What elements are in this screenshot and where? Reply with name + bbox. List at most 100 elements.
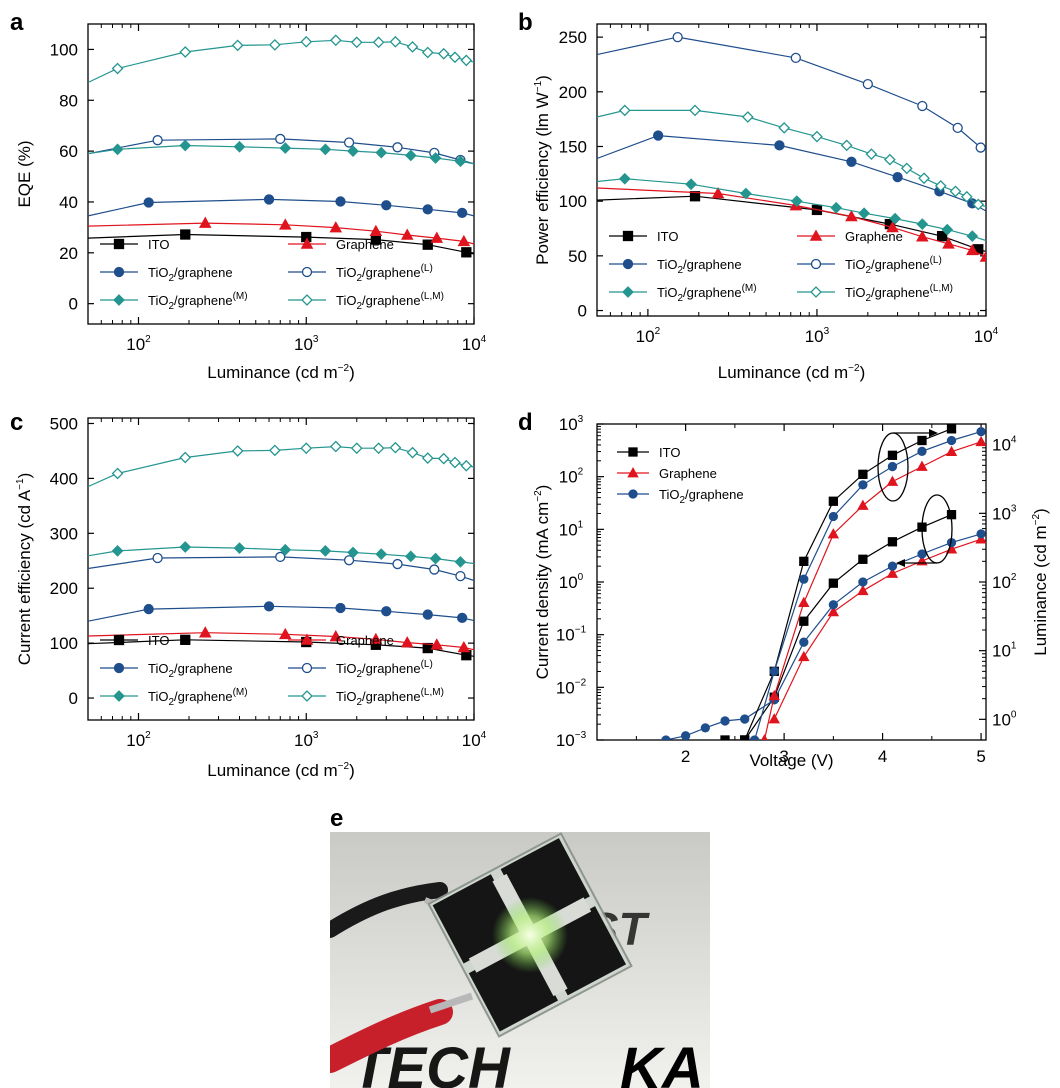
data-point-TiO2_graphene_LM <box>179 46 192 58</box>
y-tick-label: 150 <box>559 137 587 156</box>
data-point-TiO2_graphene_LM <box>437 47 450 60</box>
data-point-TiO2_graphene_LM <box>350 36 363 49</box>
data-point-TiO2_graphene_M <box>319 143 332 156</box>
data-point-Graphene <box>975 435 986 447</box>
data-point-Graphene <box>198 626 212 638</box>
data-point-TiO2_graphene_LM <box>268 38 281 51</box>
plot-frame <box>596 423 987 741</box>
y-tick-label: 200 <box>50 579 78 598</box>
series-line-ITO <box>88 233 474 255</box>
data-point-Graphene <box>430 638 444 650</box>
data-point-TiO2_graphene_L <box>455 570 466 582</box>
series-line-Graphene-right <box>763 441 982 740</box>
data-point-TiO2_graphene_L <box>975 142 986 153</box>
data-point-ITO <box>180 634 191 645</box>
data-point-TiO2_graphene_LM <box>231 39 244 52</box>
data-point-TiO2_graphene_LM <box>406 446 419 459</box>
series-line-TiO2_graphene <box>597 134 986 212</box>
data-point-TiO2_graphene <box>976 529 986 539</box>
series-line-TiO2_graphene_LM <box>88 39 474 84</box>
data-point-TiO2_graphene_M <box>916 218 929 231</box>
panel-c: 0 100 200 300 400 500 102 103 104 ITO Graphene TiO2… <box>10 409 487 780</box>
y-right-tick-label: 100 <box>992 709 1017 729</box>
data-point-TiO2_graphene_LM <box>437 452 450 465</box>
legend-swatch-marker <box>301 690 313 702</box>
y-tick-label: 100 <box>50 40 78 59</box>
x-tick-label: 4 <box>878 747 887 766</box>
y-right-tick-label: 104 <box>992 435 1017 455</box>
y-tick-label: 0 <box>69 689 78 708</box>
data-point-ITO <box>689 191 701 202</box>
y-tick-label: 0 <box>69 295 78 314</box>
legend: ITO Graphene TiO2/graphene TiO2/graphene(L)… <box>609 229 953 304</box>
legend-label: TiO2/graphene(L) <box>336 659 433 680</box>
data-point-TiO2_graphene_L <box>392 142 403 153</box>
panel-letter: c <box>10 409 23 436</box>
data-point-ITO <box>917 435 927 446</box>
data-point-ITO <box>180 229 191 240</box>
legend-swatch-marker <box>301 662 313 674</box>
series-line-Graphene-left <box>773 538 982 720</box>
data-point-Graphene <box>279 218 292 230</box>
data-point-TiO2_graphene <box>381 200 392 211</box>
data-point-TiO2_graphene_LM <box>865 148 878 161</box>
y-tick-label: 300 <box>50 524 78 543</box>
legend-label: Graphene <box>336 237 394 252</box>
data-point-TiO2_graphene_LM <box>350 442 363 455</box>
data-point-TiO2_graphene_LM <box>406 41 419 53</box>
data-point-TiO2_graphene_M <box>889 212 901 225</box>
legend-swatch-marker <box>810 258 822 270</box>
series-group <box>597 31 986 262</box>
data-point-TiO2_graphene_L <box>343 555 355 566</box>
data-point-ITO <box>828 578 839 588</box>
legend-swatch-marker <box>622 258 634 270</box>
data-point-TiO2_graphene <box>263 194 275 205</box>
data-point-ITO <box>858 554 868 564</box>
data-point-TiO2_graphene_L <box>672 31 683 43</box>
data-point-TiO2_graphene <box>422 609 433 620</box>
data-point-TiO2_graphene <box>799 637 809 647</box>
data-point-Graphene <box>827 606 840 617</box>
data-point-ITO <box>828 496 839 506</box>
data-point-TiO2_graphene_LM <box>949 185 962 198</box>
data-point-Graphene <box>886 567 899 578</box>
emission-glow <box>492 897 568 973</box>
data-point-TiO2_graphene <box>887 561 898 571</box>
data-point-TiO2_graphene_LM <box>918 172 930 185</box>
data-point-TiO2_graphene_M <box>941 223 954 236</box>
y-tick-label: 50 <box>568 247 587 266</box>
y-tick-label: 100 <box>50 634 78 653</box>
data-point-TiO2_graphene_LM <box>460 459 473 472</box>
data-point-TiO2_graphene_LM <box>449 456 461 469</box>
legend-label: TiO2/graphene(L,M) <box>845 283 953 304</box>
legend-label: TiO2/graphene <box>148 265 233 284</box>
data-point-TiO2_graphene_LM <box>972 198 985 211</box>
data-point-TiO2_graphene_L <box>392 558 403 570</box>
x-tick-label: 104 <box>462 334 487 354</box>
data-point-TiO2_graphene_M <box>429 152 442 164</box>
data-point-Graphene <box>975 533 986 544</box>
data-point-TiO2_graphene <box>828 511 839 522</box>
x-tick-label: 102 <box>636 326 661 346</box>
y-tick-label: 40 <box>59 193 78 212</box>
legend-label: Graphene <box>845 229 903 244</box>
data-point-TiO2_graphene_M <box>858 207 870 220</box>
data-point-TiO2_graphene_M <box>279 142 292 154</box>
series-line-TiO2_graphene_LM <box>597 109 986 208</box>
data-point-Graphene <box>966 243 979 256</box>
y-axis-label: Current efficiency (cd A−1) <box>15 473 34 666</box>
panel-letter: b <box>518 9 533 36</box>
legend-label: Graphene <box>336 633 394 648</box>
legend: ITO Graphene TiO2/graphene <box>617 445 744 506</box>
legend-swatch-marker <box>622 286 634 298</box>
data-point-TiO2_graphene_LM <box>179 451 192 464</box>
data-point-TiO2_graphene_M <box>111 545 124 557</box>
data-point-TiO2_graphene <box>653 130 664 141</box>
data-point-TiO2_graphene <box>335 602 346 614</box>
data-point-TiO2_graphene_LM <box>460 54 473 67</box>
data-point-Graphene <box>457 234 471 247</box>
y-axis-label: Power efficiency (lm W−1) <box>533 75 552 265</box>
data-point-TiO2_graphene_LM <box>329 34 342 47</box>
y-tick-label: 10−1 <box>556 625 587 645</box>
